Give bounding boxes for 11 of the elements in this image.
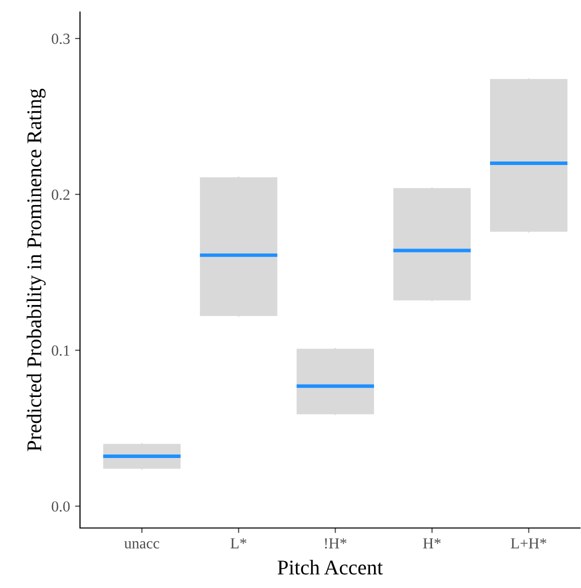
- x-tick-label: !H*: [325, 538, 346, 549]
- y-tick-label: 0.1: [52, 345, 70, 356]
- y-tick-label: 0.0: [52, 501, 70, 512]
- y-axis-title: Predicted Probability in Prominence Rating: [26, 88, 46, 452]
- x-tick-label: unacc: [124, 541, 160, 548]
- x-tick-label: L*: [230, 538, 246, 548]
- x-axis-title: Pitch Accent: [278, 560, 383, 575]
- y-tick-label: 0.2: [52, 190, 70, 200]
- y-tick-label: 0.3: [52, 34, 70, 44]
- x-tick-label: H*: [423, 538, 441, 548]
- x-tick-label: L+H*: [510, 538, 546, 548]
